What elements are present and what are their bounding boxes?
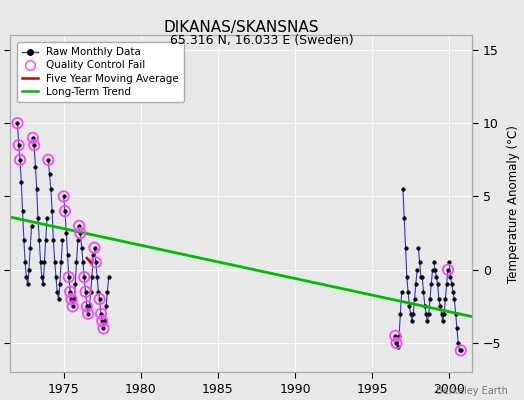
Point <box>391 332 399 339</box>
Point <box>456 347 465 354</box>
Title: DIKANAS/SKANSNAS: DIKANAS/SKANSNAS <box>163 20 319 35</box>
Point <box>98 318 106 324</box>
Point <box>99 325 107 332</box>
Point <box>66 288 74 295</box>
Point <box>90 244 99 251</box>
Point <box>60 193 68 200</box>
Point <box>29 135 37 141</box>
Point <box>84 310 92 317</box>
Point <box>61 208 69 214</box>
Point <box>80 274 89 280</box>
Point <box>67 296 75 302</box>
Y-axis label: Temperature Anomaly (°C): Temperature Anomaly (°C) <box>507 125 520 283</box>
Point <box>16 157 24 163</box>
Point <box>15 142 23 148</box>
Point <box>97 310 105 317</box>
Point <box>92 259 100 266</box>
Point <box>44 157 52 163</box>
Point <box>13 120 21 126</box>
Point <box>76 230 84 236</box>
Point <box>83 303 91 310</box>
Point <box>64 274 73 280</box>
Text: Berkeley Earth: Berkeley Earth <box>436 386 508 396</box>
Point <box>392 340 401 346</box>
Legend: Raw Monthly Data, Quality Control Fail, Five Year Moving Average, Long-Term Tren: Raw Monthly Data, Quality Control Fail, … <box>17 42 184 102</box>
Point <box>81 288 90 295</box>
Text: 65.316 N, 16.033 E (Sweden): 65.316 N, 16.033 E (Sweden) <box>170 34 354 47</box>
Point <box>95 296 104 302</box>
Point <box>75 222 83 229</box>
Point <box>444 266 452 273</box>
Point <box>30 142 38 148</box>
Point <box>69 303 77 310</box>
